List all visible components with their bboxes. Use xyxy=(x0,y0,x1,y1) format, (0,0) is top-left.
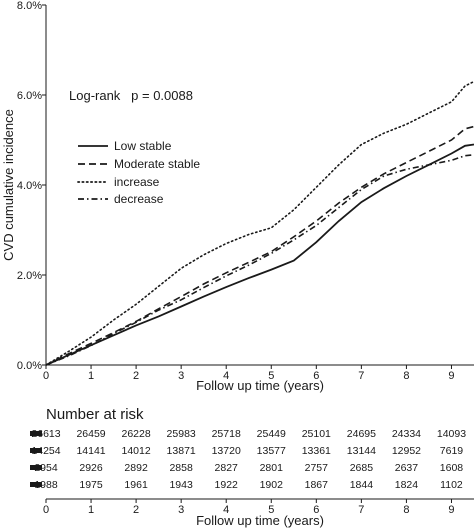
x-axis-title: Follow up time (years) xyxy=(196,378,324,393)
risk-x-tick-label: 5 xyxy=(268,504,274,516)
risk-x-axis-title: Follow up time (years) xyxy=(196,513,324,528)
risk-cell: 2827 xyxy=(215,462,239,474)
risk-cell: 25983 xyxy=(167,428,196,440)
risk-x-tick-label: 2 xyxy=(133,504,139,516)
risk-cell: 1943 xyxy=(169,479,193,491)
risk-cell: 24695 xyxy=(347,428,376,440)
risk-cell: 2801 xyxy=(260,462,284,474)
risk-cell: 1824 xyxy=(395,479,419,491)
risk-x-tick-label: 8 xyxy=(403,504,409,516)
risk-cell: 2926 xyxy=(79,462,103,474)
risk-cell: 14012 xyxy=(122,445,151,457)
risk-cell: 14093 xyxy=(437,428,466,440)
y-tick-label: 2.0% xyxy=(17,270,42,282)
risk-cell: 14141 xyxy=(76,445,105,457)
series-line-increase xyxy=(45,80,474,366)
x-tick-label: 8 xyxy=(403,370,409,382)
x-tick-label: 5 xyxy=(268,370,274,382)
risk-cell: 2637 xyxy=(395,462,419,474)
risk-cell: 13720 xyxy=(212,445,241,457)
risk-x-tick-label: 9 xyxy=(448,504,454,516)
log-rank-annotation: Log-rank p = 0.0088 xyxy=(69,88,193,103)
risk-cell: 13871 xyxy=(167,445,196,457)
series-line-decrease xyxy=(45,154,474,366)
risk-cell: 26613 xyxy=(31,428,60,440)
plot-series-group xyxy=(45,80,474,366)
number-at-risk-table: Number at risk 26613 26459 26228 25983 25718… xyxy=(30,406,474,528)
risk-row-marker xyxy=(30,465,42,470)
x-tick-label: 1 xyxy=(88,370,94,382)
risk-cell: 13144 xyxy=(347,445,376,457)
risk-row-marker xyxy=(30,448,42,453)
legend-label: Moderate stable xyxy=(114,157,200,171)
risk-cell: 1988 xyxy=(34,479,58,491)
x-axis-ticks: 0 1 2 3 4 5 6 7 8 9 xyxy=(43,365,455,382)
risk-cell: 24334 xyxy=(392,428,421,440)
risk-cell: 25101 xyxy=(302,428,331,440)
risk-cell: 26459 xyxy=(76,428,105,440)
risk-cell: 2858 xyxy=(169,462,193,474)
x-tick-label: 7 xyxy=(358,370,364,382)
risk-table-rows: 26613 26459 26228 25983 25718 25449 25101 24695… xyxy=(30,428,466,491)
risk-cell: 1102 xyxy=(440,479,463,491)
risk-x-tick-label: 6 xyxy=(313,504,319,516)
x-tick-label: 2 xyxy=(133,370,139,382)
risk-cell: 14254 xyxy=(31,445,60,457)
y-tick-label: 8.0% xyxy=(17,0,42,12)
legend-label: increase xyxy=(114,175,160,189)
risk-x-tick-label: 0 xyxy=(43,504,49,516)
y-tick-label: 0.0% xyxy=(17,360,42,372)
risk-row-marker xyxy=(30,431,42,436)
risk-cell: 7619 xyxy=(440,445,464,457)
risk-x-tick-label: 4 xyxy=(223,504,229,516)
x-tick-label: 0 xyxy=(43,370,49,382)
risk-row-marker xyxy=(30,482,42,487)
x-tick-label: 6 xyxy=(313,370,319,382)
risk-cell: 26228 xyxy=(122,428,151,440)
risk-cell: 13361 xyxy=(302,445,331,457)
risk-table-title: Number at risk xyxy=(46,406,144,423)
risk-cell: 1922 xyxy=(215,479,239,491)
y-axis-ticks: 0.0% 2.0% 4.0% 6.0% 8.0% xyxy=(17,0,46,372)
risk-cell: 1867 xyxy=(305,479,329,491)
series-line-moderate-stable xyxy=(45,125,474,366)
x-tick-label: 4 xyxy=(223,370,229,382)
risk-cell: 1608 xyxy=(440,462,464,474)
risk-x-axis-ticks: 0 1 2 3 4 5 6 7 8 9 xyxy=(43,499,455,516)
risk-x-tick-label: 1 xyxy=(88,504,94,516)
y-tick-label: 6.0% xyxy=(17,90,42,102)
risk-cell: 1975 xyxy=(79,479,103,491)
legend-label: Low stable xyxy=(114,139,172,153)
x-tick-label: 3 xyxy=(178,370,184,382)
risk-cell: 1961 xyxy=(124,479,148,491)
risk-cell: 1902 xyxy=(260,479,284,491)
cumulative-incidence-plot: 0 1 2 3 4 5 6 7 8 9 0.0% 2.0% 4.0% 6.0% 8.0% Follow u… xyxy=(1,0,474,393)
legend: Low stable Moderate stable increase decreas… xyxy=(77,139,200,206)
risk-cell: 13577 xyxy=(257,445,286,457)
risk-cell: 1844 xyxy=(350,479,374,491)
risk-cell: 2954 xyxy=(34,462,58,474)
y-axis-title: CVD cumulative incidence xyxy=(1,109,16,261)
risk-cell: 25718 xyxy=(212,428,241,440)
series-line-low-stable xyxy=(45,143,474,366)
y-tick-label: 4.0% xyxy=(17,180,42,192)
risk-cell: 2685 xyxy=(350,462,374,474)
risk-cell: 2892 xyxy=(124,462,148,474)
legend-label: decrease xyxy=(114,192,164,206)
risk-cell: 2757 xyxy=(305,462,329,474)
risk-cell: 12952 xyxy=(392,445,421,457)
risk-x-tick-label: 3 xyxy=(178,504,184,516)
x-tick-label: 9 xyxy=(448,370,454,382)
risk-cell: 25449 xyxy=(257,428,286,440)
risk-x-tick-label: 7 xyxy=(358,504,364,516)
